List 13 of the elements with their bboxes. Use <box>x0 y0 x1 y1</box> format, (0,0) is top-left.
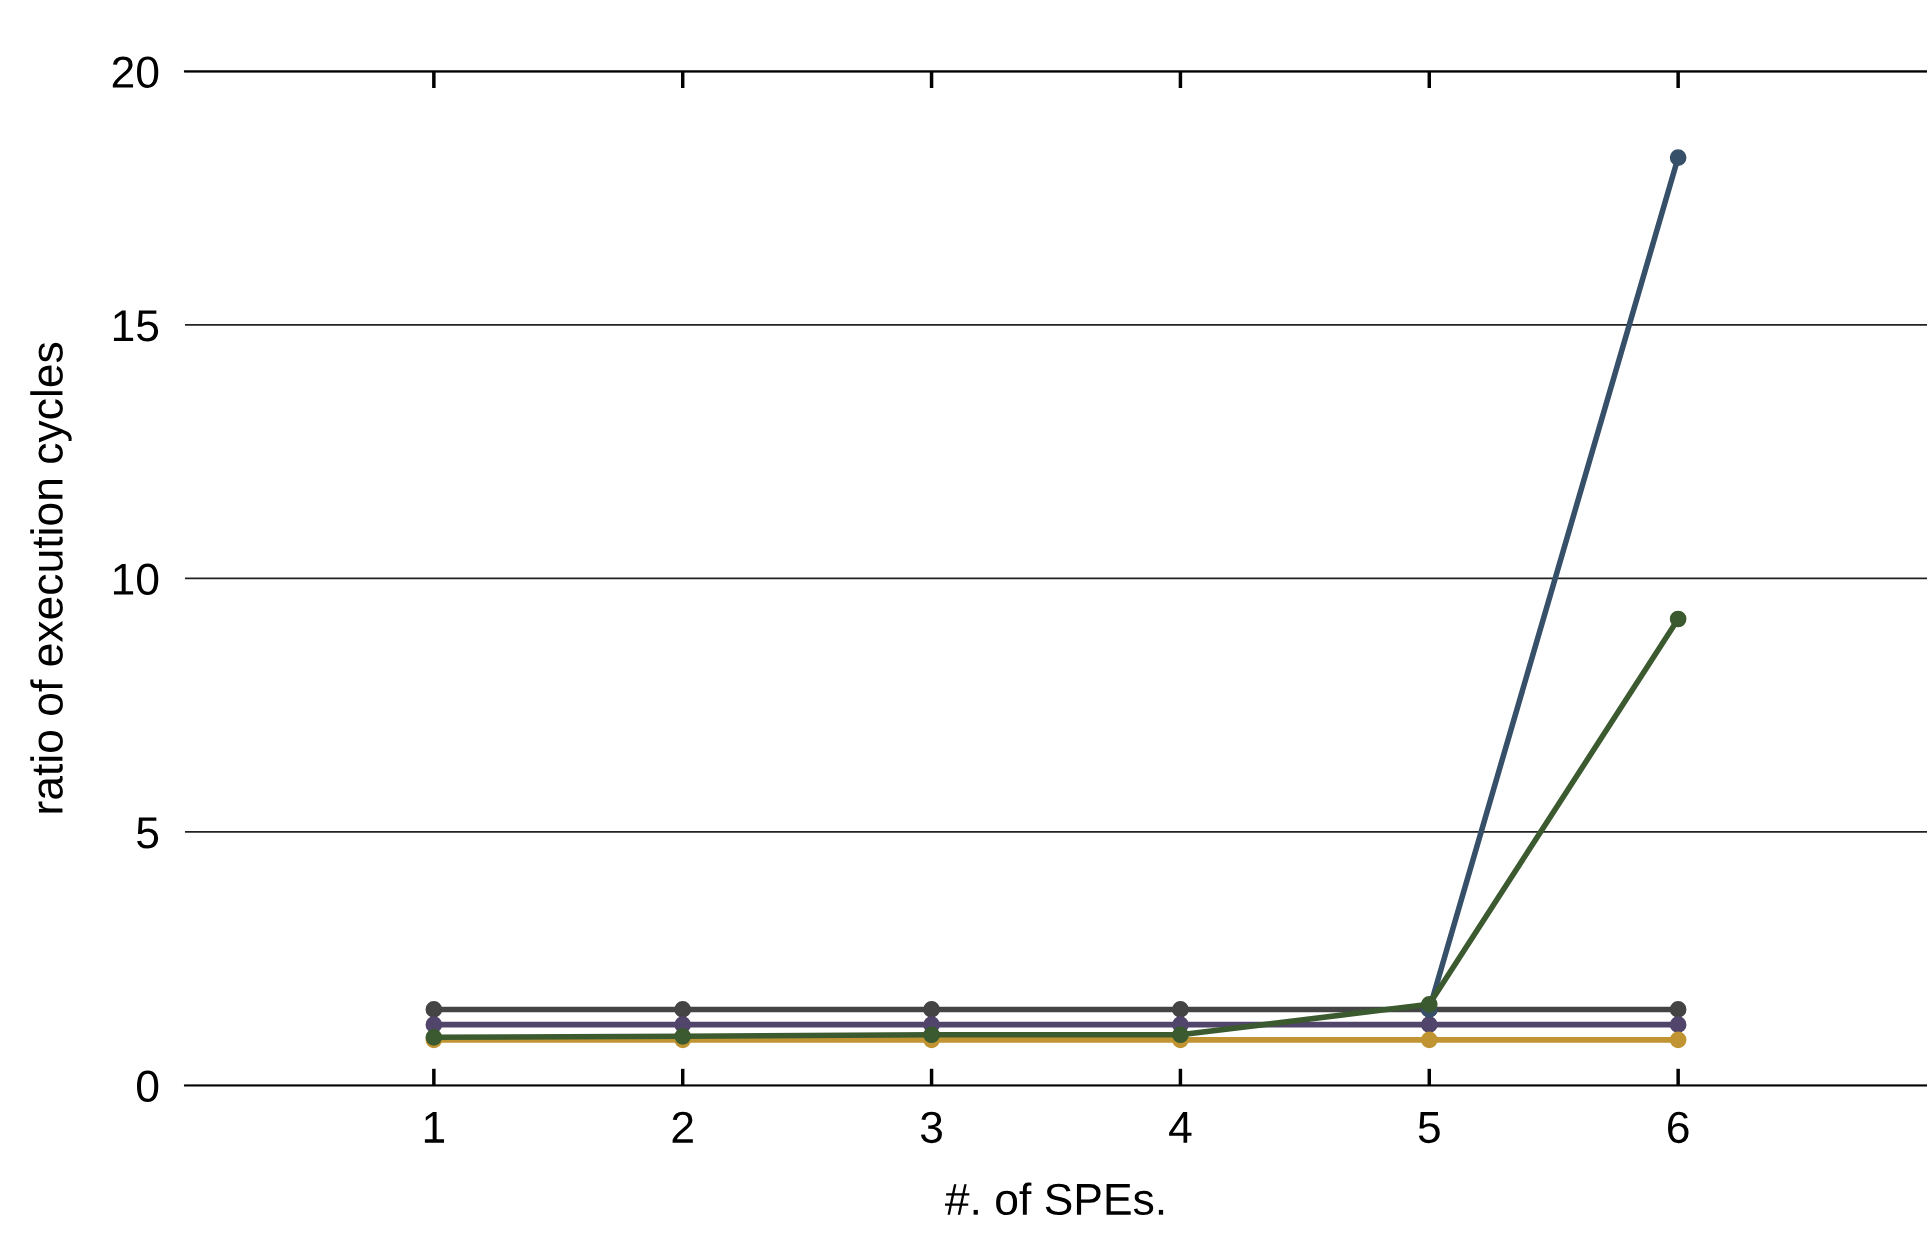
x-tick-label: 5 <box>1418 1112 1440 1144</box>
x-tick-label: 2 <box>672 1111 693 1143</box>
x-tick-label: 1 <box>424 1112 445 1143</box>
y-tick-label: 10 <box>113 563 159 595</box>
y-tick-label: 0 <box>137 1070 159 1103</box>
x-tick-label: 6 <box>1668 1111 1689 1144</box>
x-axis-title: #. of SPEs. <box>945 1182 1164 1216</box>
y-axis-title: ratio of execution cycles <box>30 342 72 813</box>
y-tick-label: 20 <box>112 56 159 88</box>
y-tick-label: 5 <box>137 817 159 849</box>
y-tick-label: 15 <box>113 310 159 342</box>
x-tick-label: 3 <box>920 1111 942 1144</box>
x-tick-label: 4 <box>1169 1112 1192 1143</box>
